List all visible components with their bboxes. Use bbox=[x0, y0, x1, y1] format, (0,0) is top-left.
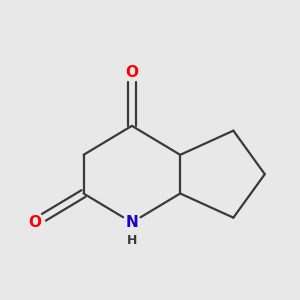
Text: N: N bbox=[125, 215, 138, 230]
Text: O: O bbox=[125, 65, 138, 80]
Text: O: O bbox=[29, 215, 42, 230]
Text: H: H bbox=[127, 234, 137, 248]
